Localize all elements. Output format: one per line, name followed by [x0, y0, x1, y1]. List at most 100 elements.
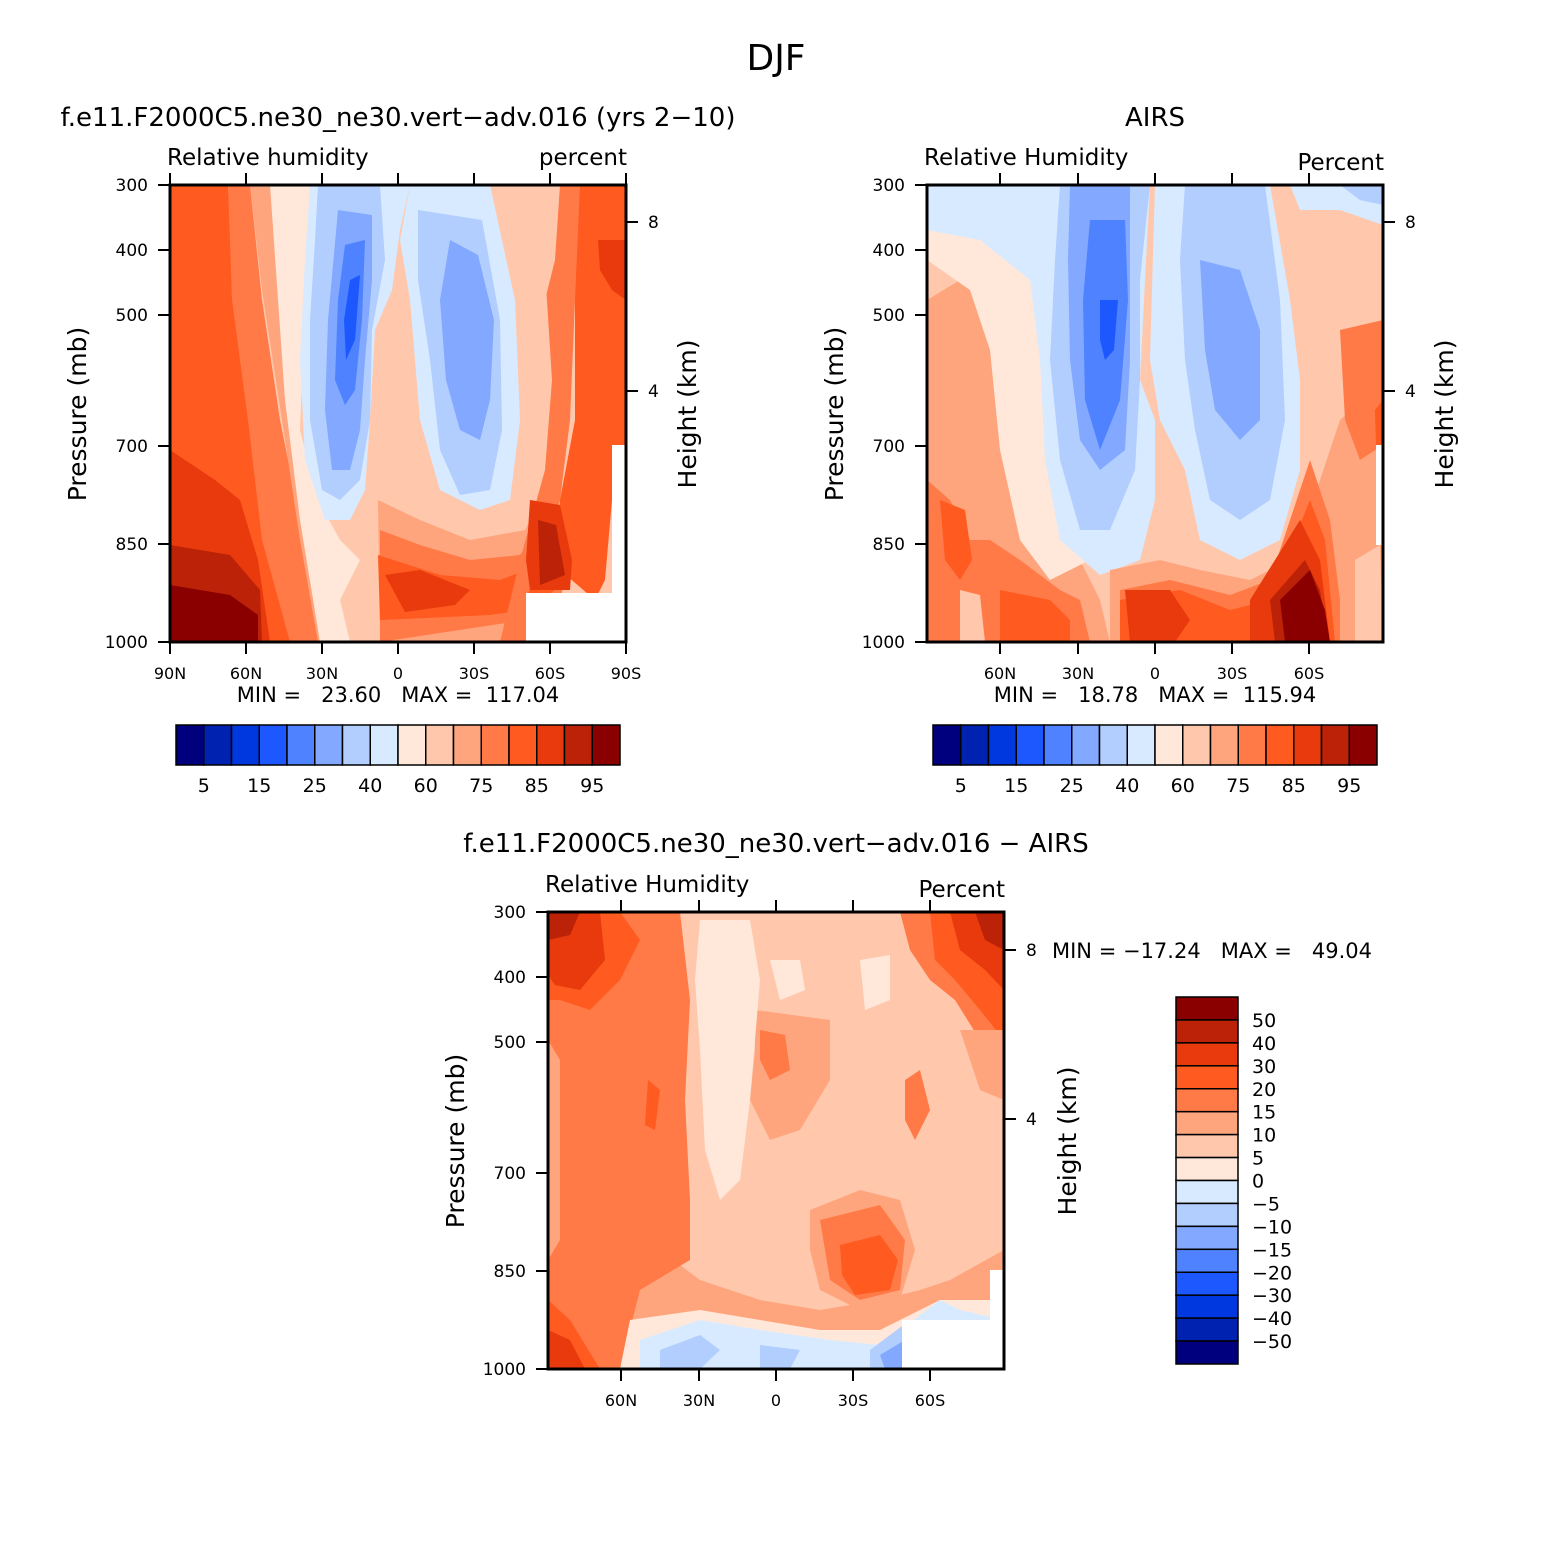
colorbar-tick-label: 60 [414, 775, 438, 797]
colorbar-tick-label: 10 [1252, 1125, 1276, 1147]
panel-model: f.e11.F2000C5.ne30_ne30.vert−adv.016 (yr… [61, 103, 736, 797]
colorbar-swatch [1175, 996, 1239, 1021]
colorbar-swatch [1182, 724, 1212, 766]
x-tick-label: 60S [535, 664, 566, 683]
colorbar-tick-label: 5 [198, 775, 210, 797]
y2-tick-label: 4 [1026, 1110, 1037, 1130]
colorbar-swatch [314, 724, 344, 766]
y2-tick-label: 8 [1026, 941, 1037, 961]
y-tick-label: 500 [873, 306, 905, 326]
y-axis: 300 400 500 700 850 1000 [105, 176, 170, 653]
colorbar-swatch [452, 724, 482, 766]
contour-field [170, 185, 626, 642]
colorbar-swatch [1175, 1271, 1239, 1296]
colorbar-swatch [591, 724, 621, 766]
colorbar-swatch [1175, 1133, 1239, 1159]
y2-tick-label: 4 [1405, 382, 1416, 402]
colorbar-tick-label: 15 [1252, 1102, 1276, 1124]
y2-axis: 8 4 [1004, 941, 1037, 1130]
colorbar-swatch [1154, 724, 1184, 766]
x-tick-label: 30S [459, 664, 490, 683]
x-tick-label: 30N [683, 1391, 715, 1410]
colorbar-swatch [536, 724, 566, 766]
x-tick-label: 30S [1217, 664, 1248, 683]
y2-axis: 8 4 [626, 213, 659, 402]
colorbar-swatch [1175, 1065, 1239, 1090]
panel-diff: f.e11.F2000C5.ne30_ne30.vert−adv.016 − A… [441, 829, 1372, 1410]
units-label: Percent [1297, 150, 1384, 176]
min-max-stats: MIN = 23.60 MAX = 117.04 [237, 683, 559, 707]
colorbar-tick-label: 85 [1282, 775, 1306, 797]
y-tick-label: 500 [494, 1033, 526, 1053]
x-tick-label: 0 [1150, 664, 1160, 683]
colorbar-tick-label: 30 [1252, 1056, 1276, 1078]
x-tick-label: 90S [611, 664, 642, 683]
colorbar-swatch [1175, 1042, 1239, 1067]
y-tick-label: 400 [494, 968, 526, 988]
colorbar-tick-label: 95 [580, 775, 604, 797]
colorbar-tick-label: −30 [1252, 1285, 1292, 1307]
contour-field [548, 912, 1004, 1369]
colorbar-tick-label: 75 [1226, 775, 1250, 797]
y-axis-label: Pressure (mb) [63, 327, 92, 501]
x-tick-label: 60S [1294, 664, 1325, 683]
colorbar-tick-label: −20 [1252, 1262, 1292, 1284]
colorbar-swatch [1175, 1179, 1239, 1205]
y-tick-label: 850 [116, 535, 148, 555]
colorbar-swatch [175, 724, 205, 766]
y2-axis-label: Height (km) [1053, 1067, 1082, 1216]
y2-tick-label: 8 [648, 213, 659, 233]
y2-axis: 8 4 [1383, 213, 1416, 402]
y-tick-label: 300 [873, 176, 905, 196]
colorbar-tick-label: −10 [1252, 1216, 1292, 1238]
colorbar-tick-label: −5 [1252, 1193, 1280, 1215]
min-max-stats: MIN = −17.24 MAX = 49.04 [1052, 939, 1372, 963]
y-tick-label: 400 [116, 241, 148, 261]
contour-field [927, 185, 1383, 642]
colorbar-tick-label: 75 [469, 775, 493, 797]
y-tick-label: 300 [116, 176, 148, 196]
x-tick-label: 30N [1062, 664, 1094, 683]
colorbar-swatch [1209, 724, 1239, 766]
y-axis-label: Pressure (mb) [820, 327, 849, 501]
colorbar-swatch [1320, 724, 1350, 766]
colorbar-swatch [369, 724, 399, 766]
colorbar-swatch [508, 724, 538, 766]
colorbar: 5 15 25 40 60 75 85 95 [932, 724, 1378, 797]
colorbar-swatch [341, 724, 371, 766]
y2-axis-label: Height (km) [1430, 340, 1459, 489]
y-tick-label: 1000 [105, 633, 148, 653]
colorbar-tick-label: 95 [1337, 775, 1361, 797]
x-tick-label: 30S [838, 1391, 869, 1410]
colorbar-swatch [1175, 1225, 1239, 1251]
y-tick-label: 1000 [483, 1360, 526, 1380]
y-tick-label: 1000 [862, 633, 905, 653]
colorbar-swatch [1098, 724, 1128, 766]
y-axis: 300 400 500 700 850 1000 [862, 176, 927, 653]
colorbar-tick-label: 40 [1115, 775, 1139, 797]
y-tick-label: 700 [116, 437, 148, 457]
x-tick-label: 60S [915, 1391, 946, 1410]
panel-obs: AIRS Relative Humidity Percent [820, 103, 1459, 797]
x-tick-label: 0 [393, 664, 403, 683]
y-tick-label: 700 [873, 437, 905, 457]
colorbar-tick-label: 15 [247, 775, 271, 797]
colorbar-swatch [1265, 724, 1295, 766]
colorbar-tick-label: 40 [1252, 1033, 1276, 1055]
colorbar-swatch [960, 724, 990, 766]
units-label: percent [539, 145, 627, 171]
colorbar-swatch [1237, 724, 1267, 766]
colorbar-swatch [932, 724, 962, 766]
colorbar-tick-label: −15 [1252, 1239, 1292, 1261]
min-max-stats: MIN = 18.78 MAX = 115.94 [994, 683, 1316, 707]
colorbar-swatch [563, 724, 593, 766]
colorbar-tick-label: 60 [1171, 775, 1195, 797]
y2-tick-label: 8 [1405, 213, 1416, 233]
colorbar-swatch [286, 724, 316, 766]
y-tick-label: 500 [116, 306, 148, 326]
x-tick-label: 90N [154, 664, 186, 683]
colorbar-swatch [987, 724, 1017, 766]
colorbar-tick-label: 25 [303, 775, 327, 797]
colorbar-swatch [425, 724, 455, 766]
